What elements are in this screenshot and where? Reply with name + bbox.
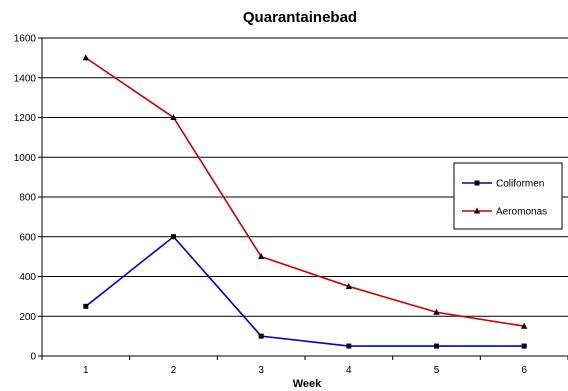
data-point-aeromonas <box>170 114 177 120</box>
legend-marker-coliformen <box>474 180 480 186</box>
data-point-aeromonas <box>257 253 265 260</box>
x-tick-label: 6 <box>521 365 527 376</box>
data-point-coliformen <box>521 343 527 349</box>
gridlines <box>42 37 568 317</box>
y-tick-label: 400 <box>19 272 36 283</box>
y-tick-label: 600 <box>19 232 36 243</box>
series <box>82 54 528 349</box>
chart-title: Quarantainebad <box>243 9 357 26</box>
y-tick-labels: 0 200 400 600 800 1000 1200 1400 1600 <box>14 34 37 363</box>
y-tick-label: 200 <box>19 312 36 323</box>
data-point-aeromonas <box>520 322 528 329</box>
y-tick-label: 1600 <box>14 34 37 45</box>
y-tick-label: 0 <box>30 352 36 363</box>
x-axis-label: Week <box>293 378 322 390</box>
data-point-aeromonas <box>433 308 440 315</box>
legend-marker-aeromonas <box>473 207 481 214</box>
legend-label-coliformen: Coliformen <box>496 179 544 190</box>
legend: Coliformen Aeromonas <box>453 162 563 230</box>
legend-box <box>453 162 563 230</box>
data-point-coliformen <box>83 303 89 309</box>
x-tick-label: 4 <box>346 365 352 376</box>
data-point-coliformen <box>171 234 176 240</box>
x-tick-labels: 1 2 3 4 5 6 <box>83 365 527 376</box>
data-point-coliformen <box>434 343 439 349</box>
series-line-coliformen <box>85 235 525 347</box>
data-point-coliformen <box>346 343 352 349</box>
y-tick-label: 800 <box>19 193 36 204</box>
x-tick-label: 3 <box>258 365 264 376</box>
data-point-aeromonas <box>82 54 90 61</box>
y-tick-label: 1200 <box>14 113 37 124</box>
series-line-aeromonas <box>85 57 525 327</box>
x-tick-label: 5 <box>434 365 440 376</box>
data-point-coliformen <box>258 333 264 339</box>
axes <box>38 37 568 360</box>
legend-label-aeromonas: Aeromonas <box>496 207 547 218</box>
y-tick-label: 1000 <box>14 153 37 164</box>
data-point-aeromonas <box>345 282 353 289</box>
x-tick-label: 1 <box>83 365 89 376</box>
x-tick-label: 2 <box>171 365 177 376</box>
y-tick-label: 1400 <box>14 73 37 84</box>
